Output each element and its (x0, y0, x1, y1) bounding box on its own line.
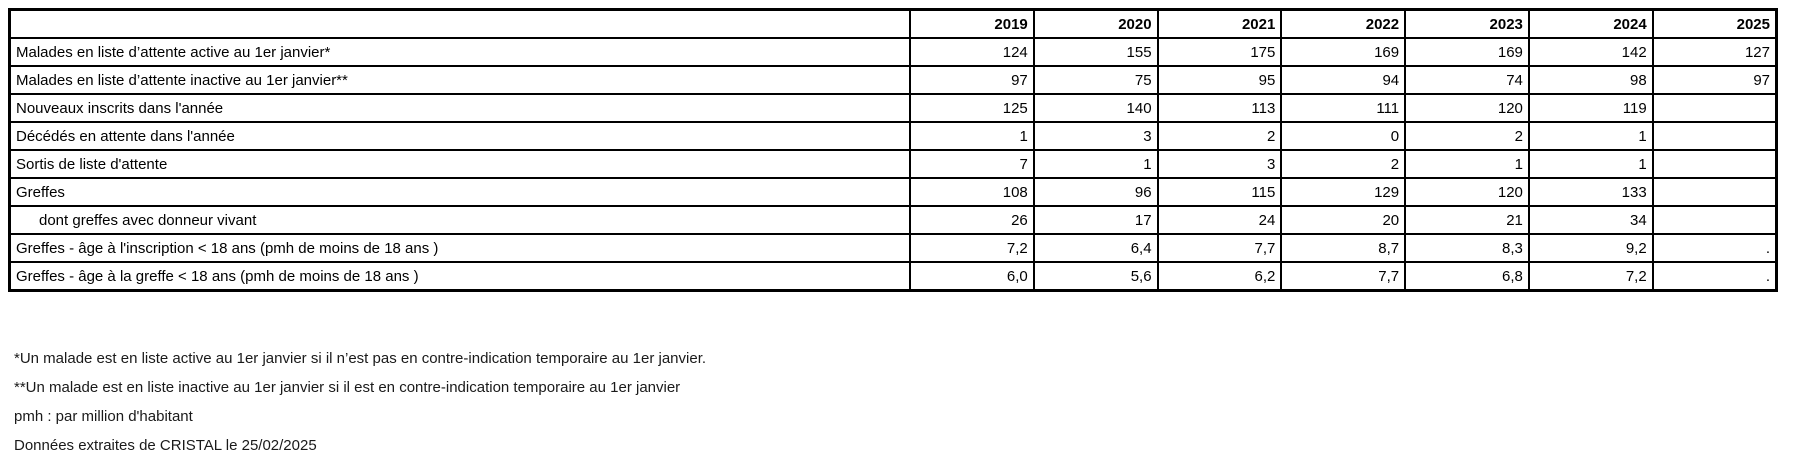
value-cell: 21 (1404, 205, 1530, 235)
year-header-2025: 2025 (1651, 8, 1778, 39)
value-cell: 97 (1651, 65, 1778, 95)
value-cell: 6,0 (909, 261, 1035, 292)
row-label: Décédés en attente dans l'année (8, 121, 911, 151)
row-label: Nouveaux inscrits dans l'année (8, 93, 911, 123)
value-cell: 120 (1404, 177, 1530, 207)
table-row: Décédés en attente dans l'année 1 3 2 0 2 1 (8, 121, 1778, 151)
value-cell: 1 (909, 121, 1035, 151)
value-cell: 133 (1527, 177, 1654, 207)
table-row: Malades en liste d’attente active au 1er… (8, 37, 1778, 67)
value-cell: 125 (909, 93, 1035, 123)
row-label: Sortis de liste d'attente (8, 149, 911, 179)
value-cell: 6,4 (1032, 233, 1159, 263)
value-cell (1651, 177, 1778, 207)
value-cell: 7,7 (1156, 233, 1283, 263)
table-row: Nouveaux inscrits dans l'année 125 140 113 1… (8, 93, 1778, 123)
value-cell: 1 (1032, 149, 1159, 179)
footnote-line: **Un malade est en liste inactive au 1er… (14, 379, 681, 396)
value-cell: 3 (1032, 121, 1159, 151)
footnote-line: pmh : par million d'habitant (14, 408, 193, 425)
value-cell: 129 (1280, 177, 1407, 207)
table-row: Greffes - âge à l'inscription < 18 ans (… (8, 233, 1778, 263)
value-cell: 0 (1280, 121, 1407, 151)
table-row: Sortis de liste d'attente 7 1 3 2 1 1 (8, 149, 1778, 179)
value-cell: 7,7 (1280, 261, 1407, 292)
table-row: Greffes - âge à la greffe < 18 ans (pmh … (8, 261, 1778, 292)
value-cell: 124 (909, 37, 1035, 67)
value-cell: 1 (1527, 149, 1654, 179)
year-header-2019: 2019 (909, 8, 1035, 39)
value-cell: . (1651, 261, 1778, 292)
value-cell: 74 (1404, 65, 1530, 95)
value-cell: 119 (1527, 93, 1654, 123)
value-cell: 108 (909, 177, 1035, 207)
value-cell: 98 (1527, 65, 1654, 95)
row-label: dont greffes avec donneur vivant (8, 205, 911, 235)
row-label: Malades en liste d’attente active au 1er… (8, 37, 911, 67)
value-cell: 34 (1527, 205, 1654, 235)
value-cell: 127 (1651, 37, 1778, 67)
value-cell: 140 (1032, 93, 1159, 123)
value-cell: 97 (909, 65, 1035, 95)
year-header-2020: 2020 (1032, 8, 1159, 39)
year-header-2021: 2021 (1156, 8, 1283, 39)
value-cell: 94 (1280, 65, 1407, 95)
value-cell: 169 (1404, 37, 1530, 67)
value-cell: 169 (1280, 37, 1407, 67)
value-cell: 7 (909, 149, 1035, 179)
waiting-list-stats-table: 2019 2020 2021 2022 2023 2024 2025 Malades en … (8, 8, 1778, 292)
value-cell: 6,2 (1156, 261, 1283, 292)
table-row: dont greffes avec donneur vivant 26 17 24 20… (8, 205, 1778, 235)
value-cell: 75 (1032, 65, 1159, 95)
header-empty-cell (8, 8, 911, 39)
value-cell: 1 (1527, 121, 1654, 151)
header-row: 2019 2020 2021 2022 2023 2024 2025 (8, 8, 1778, 39)
value-cell: 7,2 (909, 233, 1035, 263)
table-body: Malades en liste d’attente active au 1er… (8, 37, 1778, 292)
value-cell: 115 (1156, 177, 1283, 207)
footnote-line: *Un malade est en liste active au 1er ja… (14, 350, 707, 367)
value-cell: 9,2 (1527, 233, 1654, 263)
value-cell: 6,8 (1404, 261, 1530, 292)
value-cell: 7,2 (1527, 261, 1654, 292)
footnotes: *Un malade est en liste active au 1er ja… (14, 344, 706, 460)
year-header-2023: 2023 (1404, 8, 1530, 39)
value-cell: 95 (1156, 65, 1283, 95)
value-cell: 8,3 (1404, 233, 1530, 263)
value-cell: 5,6 (1032, 261, 1159, 292)
value-cell: 24 (1156, 205, 1283, 235)
value-cell: 1 (1404, 149, 1530, 179)
value-cell (1651, 149, 1778, 179)
value-cell: 8,7 (1280, 233, 1407, 263)
table-row: Greffes 108 96 115 129 120 133 (8, 177, 1778, 207)
value-cell (1651, 205, 1778, 235)
value-cell: 17 (1032, 205, 1159, 235)
table-row: Malades en liste d’attente inactive au 1… (8, 65, 1778, 95)
value-cell: 96 (1032, 177, 1159, 207)
value-cell: 20 (1280, 205, 1407, 235)
row-label: Greffes (8, 177, 911, 207)
value-cell: 113 (1156, 93, 1283, 123)
value-cell: 111 (1280, 93, 1407, 123)
row-label: Malades en liste d’attente inactive au 1… (8, 65, 911, 95)
value-cell: 2 (1280, 149, 1407, 179)
row-label: Greffes - âge à l'inscription < 18 ans (… (8, 233, 911, 263)
value-cell: 2 (1404, 121, 1530, 151)
value-cell: . (1651, 233, 1778, 263)
value-cell: 175 (1156, 37, 1283, 67)
value-cell (1651, 93, 1778, 123)
table-header: 2019 2020 2021 2022 2023 2024 2025 (8, 8, 1778, 39)
value-cell (1651, 121, 1778, 151)
value-cell: 3 (1156, 149, 1283, 179)
row-label: Greffes - âge à la greffe < 18 ans (pmh … (8, 261, 911, 292)
footnote-line: Données extraites de CRISTAL le 25/02/20… (14, 437, 317, 454)
value-cell: 26 (909, 205, 1035, 235)
year-header-2024: 2024 (1527, 8, 1654, 39)
year-header-2022: 2022 (1280, 8, 1407, 39)
value-cell: 142 (1527, 37, 1654, 67)
value-cell: 120 (1404, 93, 1530, 123)
value-cell: 2 (1156, 121, 1283, 151)
value-cell: 155 (1032, 37, 1159, 67)
